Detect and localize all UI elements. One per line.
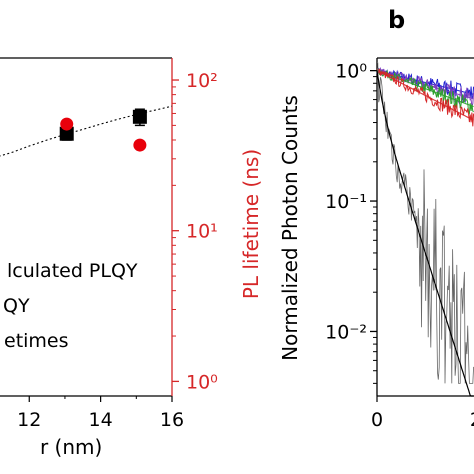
- panel-a-x-tick-label: 16: [160, 409, 184, 431]
- decay-trace: [376, 62, 474, 384]
- lifetime-marker: [133, 138, 147, 152]
- panel-b-y-axis-title: Normalized Photon Counts: [278, 95, 302, 361]
- panel-b-y-tick-label: 10⁻²: [325, 321, 367, 343]
- plqy-marker: [59, 126, 74, 141]
- legend-entry-text: QY: [3, 295, 30, 317]
- panel-a-x-axis-label: r (nm): [40, 435, 102, 459]
- panel-b-x-tick-label: 0: [371, 409, 383, 431]
- legend-entry-text: lculated PLQY: [7, 260, 138, 282]
- panel-b-y-tick-label: 10⁰: [335, 61, 367, 83]
- panel-a-right-axis-title: PL lifetime (ns): [239, 149, 263, 299]
- panel-a: 12 14 16 r (nm) 10⁰ 10¹ 10² PL lifetime (ns) lcu…: [0, 57, 263, 459]
- panel-b-letter: b: [388, 6, 405, 34]
- plqy-marker: [132, 109, 147, 124]
- decay-fit-line: [376, 70, 474, 121]
- panel-b-y-tick-label: 10⁻¹: [325, 191, 367, 213]
- panel-a-right-tick-label: 10²: [186, 70, 218, 92]
- panel-b-x-tick-label: 20: [470, 409, 474, 431]
- decay-fit-line: [376, 70, 474, 397]
- panel-a-right-tick-label: 10¹: [186, 221, 218, 243]
- legend-entry-text: etimes: [4, 330, 69, 352]
- lifetime-marker: [60, 117, 74, 131]
- panel-a-x-tick-label: 12: [17, 409, 41, 431]
- panel-b: b 10⁻² 10⁻¹ 10⁰ Normalized Photon Counts 0 20: [278, 6, 474, 431]
- panel-a-x-tick-label: 14: [89, 409, 113, 431]
- panel-a-right-tick-label: 10⁰: [186, 371, 218, 393]
